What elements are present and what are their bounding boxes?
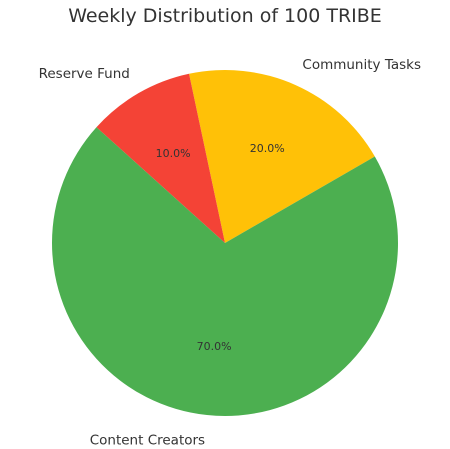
chart-title: Weekly Distribution of 100 TRIBE bbox=[68, 5, 382, 27]
slice-percent-content-creators: 70.0% bbox=[197, 340, 232, 353]
pie-slice-community-tasks bbox=[189, 69, 375, 243]
pie-slice-reserve-fund bbox=[96, 73, 225, 243]
slice-label-reserve-fund: Reserve Fund bbox=[39, 66, 130, 82]
slice-percent-reserve-fund: 10.0% bbox=[156, 147, 191, 160]
slice-label-content-creators: Content Creators bbox=[90, 432, 205, 448]
pie-slices bbox=[51, 69, 398, 417]
pie-slice-content-creators bbox=[51, 127, 398, 417]
slice-label-community-tasks: Community Tasks bbox=[302, 57, 421, 73]
slice-percent-community-tasks: 20.0% bbox=[250, 142, 285, 155]
pie-labels: Community Tasks 20.0% Reserve Fund 10.0% Con… bbox=[39, 57, 421, 448]
